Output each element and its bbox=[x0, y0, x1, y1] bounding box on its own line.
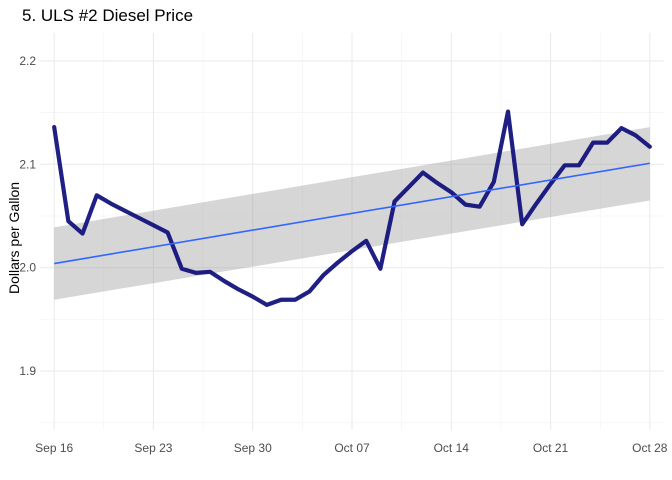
x-tick-label: Sep 16 bbox=[35, 441, 73, 455]
y-tick-label: 2.1 bbox=[19, 157, 36, 171]
trend-line bbox=[54, 162, 650, 265]
y-axis-label: Dollars per Gallon bbox=[6, 182, 22, 294]
y-tick-label: 1.9 bbox=[19, 364, 36, 378]
x-tick-label: Oct 14 bbox=[434, 441, 470, 455]
series-group bbox=[52, 109, 652, 308]
grid bbox=[40, 33, 664, 430]
chart-title: 5. ULS #2 Diesel Price bbox=[22, 6, 193, 25]
y-tick-label: 2.0 bbox=[19, 261, 36, 275]
x-tick-label: Oct 28 bbox=[632, 441, 668, 455]
x-tick-label: Sep 23 bbox=[134, 441, 172, 455]
trend-line-group bbox=[54, 162, 650, 265]
y-tick-label: 2.2 bbox=[19, 54, 36, 68]
x-tick-label: Oct 21 bbox=[533, 441, 569, 455]
x-axis-ticks: Sep 16 Sep 23 Sep 30 Oct 07 Oct 14 Oct 21 Oct … bbox=[35, 441, 668, 455]
x-tick-label: Oct 07 bbox=[334, 441, 370, 455]
x-tick-label: Sep 30 bbox=[234, 441, 272, 455]
series-line bbox=[52, 109, 652, 308]
y-axis-ticks: 1.9 2.0 2.1 2.2 bbox=[19, 54, 36, 378]
